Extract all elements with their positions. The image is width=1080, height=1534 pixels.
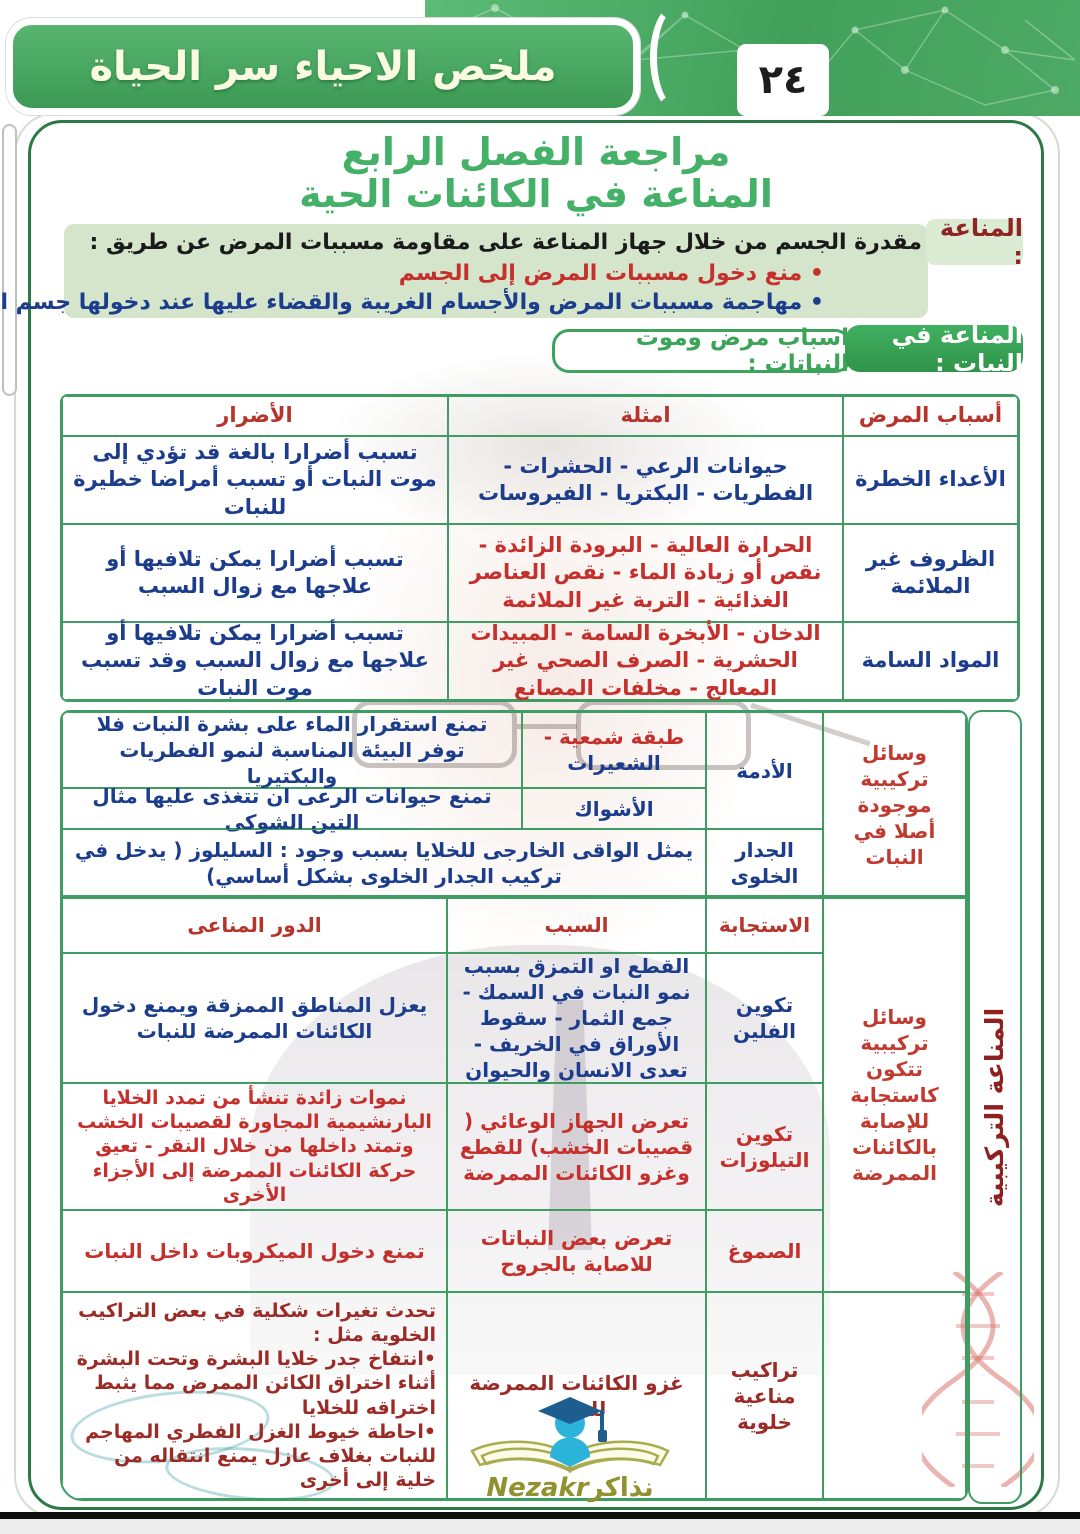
cork-role: يعزل المناطق الممزقة ويمنع دخول الكائنات… [62,953,447,1083]
structural-immunity-vertical-strip: المناعة التركيبية [968,710,1022,1504]
cellular-role-intro: تحدث تغيرات شكلية في بعض التراكيب الخلوي… [78,1300,436,1347]
tyloses-label: تكوين التيلوزات [706,1083,823,1210]
brand-title: ملخص الاحياء سر الحياة [89,43,557,90]
cell-wall-label: الجدار الخلوى [706,829,823,897]
adma-role-text: تمنع استقرار الماء على بشرة النبات فلا ت… [62,712,522,788]
immunity-definition-text: مقدرة الجسم من خلال جهاز المناعة على مقا… [89,230,922,255]
cause-row3-examples: الدخان - الأبخرة السامة - المبيدات الحشر… [448,621,843,700]
hairs-text: الشعيرات [567,751,661,775]
header-examples: امثلة [448,396,843,436]
cause-row3-damage: تسبب أضرارا يمكن تلافيها أو علاجها مع زو… [62,621,448,700]
page-title-line2: المناعة في الكائنات الحية [299,172,773,216]
cause-row3-label: المواد السامة [843,622,1018,700]
waxy-layer-text: طبقة شمعية - [543,725,685,749]
cellular-structures-label: تراكيب مناعية خلوية [706,1292,823,1499]
page-number: ٢٤ [758,57,808,103]
gums-role: تمنع دخول الميكروبات داخل النبات [62,1210,447,1292]
header-reason: السبب [447,897,706,953]
structural-immunity-label: المناعة التركيبية [980,1007,1010,1207]
bottom-margin [0,1519,1080,1534]
brand-title-box: ملخص الاحياء سر الحياة [6,18,640,115]
logo-arabic: نذاكر [588,1473,654,1503]
page-edge-curl [2,124,17,396]
thorns-role-text: تمنع حيوانات الرعى ان تتغذى عليها مثال ا… [62,784,522,834]
page-number-tab: ٢٤ [737,44,829,116]
immunity-label-tab: المناعة : [926,214,1023,270]
bottom-divider [0,1512,1080,1519]
header-response: الاستجابة [706,897,823,953]
cellular-structures-role: تحدث تغيرات شكلية في بعض التراكيب الخلوي… [62,1292,447,1499]
plant-immunity-banner: المناعة في النبات : [845,321,1023,377]
adma-label: الأدمة [706,712,823,829]
nezakr-logo: Nezakrنذاكر [450,1393,690,1501]
structural-preexisting-table: وسائل تركيبية موجودة أصلا في النبات الأد… [60,710,968,899]
cause-row2-damage: تسبب أضرارا يمكن تلافيها أو علاجها مع زو… [62,524,448,622]
cellular-role-bullet2: •احاطة خيوط الغزل الفطري المهاجم للنبات … [85,1420,436,1491]
cause-row2-examples: الحرارة العالية - البرودة الزائدة - نقص … [448,524,843,622]
cellular-role-bullet1: •انتفاخ جدر خلايا البشرة وتحت البشرة أثن… [76,1348,436,1419]
immunity-bullet-1: • منع دخول مسببات المرض إلى الجسم [398,261,824,286]
immunity-bullet-2: • مهاجمة مسببات المرض والأجسام الغريبة و… [0,290,824,315]
thorns-label: الأشواك [522,788,706,829]
cork-label: تكوين الفلين [706,953,823,1083]
plant-disease-subtitle: اسباب مرض وموت النباتات : [552,325,852,377]
header-immune-role: الدور المناعى [62,897,447,953]
cause-row1-examples: حيوانات الرعي - الحشرات - الفطريات - الب… [448,436,843,524]
cork-reason: القطع او التمزق بسبب نمو النبات في السمك… [447,953,706,1083]
disease-causes-table: أسباب المرض امثلة الأضرار الأعداء الخطرة… [60,394,1020,702]
logo-text: Nezakrنذاكر [450,1475,690,1501]
structural-response-table: وسائل تركيبية تتكون كاستجابة للإصابة بال… [60,895,968,1501]
side-label-response: وسائل تركيبية تتكون كاستجابة للإصابة بال… [823,897,966,1292]
empty-cell [823,1292,966,1499]
adma-sub-structures: طبقة شمعية - الشعيرات [522,712,706,788]
cause-row1-damage: تسبب أضرارا بالغة قد تؤدي إلى موت النبات… [62,436,448,524]
tyloses-role: نموات زائدة تنشأ من تمدد الخلايا البارنش… [62,1083,447,1210]
immunity-definition-box [64,224,928,318]
cause-row1-label: الأعداء الخطرة [843,436,1018,524]
header-damage: الأضرار [62,396,448,436]
paren-arc-decoration [650,4,702,111]
cause-row2-label: الظروف غير الملائمة [843,524,1018,622]
gums-label: الصموغ [706,1210,823,1292]
header-cause: أسباب المرض [843,396,1018,436]
side-label-preexisting: وسائل تركيبية موجودة أصلا في النبات [823,712,966,897]
content-frame [28,120,1044,1510]
graduate-book-icon [470,1397,670,1474]
gums-reason: تعرض بعض النباتات للاصابة بالجروح [447,1210,706,1292]
page-title-line1: مراجعة الفصل الرابع [341,130,731,174]
cell-wall-role-text: يمثل الواقى الخارجى للخلايا بسبب وجود : … [62,829,706,897]
logo-latin: Nezakr [486,1473,589,1503]
tyloses-reason: تعرض الجهاز الوعائي ( قصيبات الخشب) للقط… [447,1083,706,1210]
